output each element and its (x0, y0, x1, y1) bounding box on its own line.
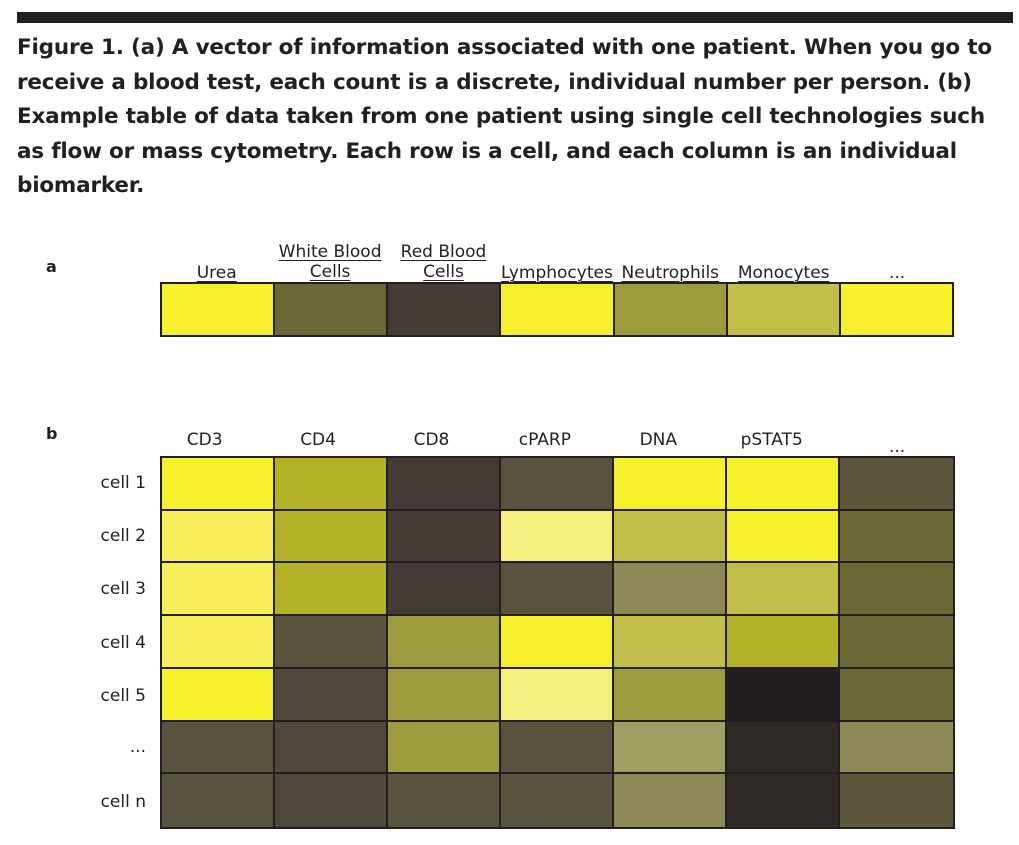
table-cell (501, 458, 614, 511)
panel-b-row-label: cell 3 (100, 579, 146, 600)
table-cell (840, 668, 953, 722)
vector-cell (614, 284, 728, 335)
panel-a-column-label: ... (888, 263, 906, 283)
table-cell (162, 774, 275, 827)
table-cell (275, 721, 388, 775)
table-cell (614, 510, 727, 564)
panel-b-row-label: cell 2 (100, 525, 146, 546)
table-cell (388, 510, 501, 564)
table-cell (727, 721, 840, 775)
patient-vector (160, 282, 954, 337)
vector-cell (840, 284, 952, 335)
table-cell (388, 458, 501, 511)
panel-b-column-label: pSTAT5 (740, 430, 803, 450)
table-cell (840, 563, 953, 617)
table-cell (388, 774, 501, 827)
panel-b-column-label: cPARP (518, 430, 571, 450)
panel-b-column-label: DNA (639, 430, 677, 450)
panel-b-column-label: CD3 (186, 430, 223, 450)
cell-biomarker-table (160, 456, 955, 829)
table-cell (614, 458, 727, 511)
panel-b-row-label: cell 1 (100, 472, 146, 493)
table-cell (727, 668, 840, 722)
table-cell (275, 668, 388, 722)
table-cell (840, 458, 953, 511)
table-cell (614, 774, 727, 827)
table-cell (501, 721, 614, 775)
vector-cell (275, 284, 389, 335)
panel-a-column-label: Neutrophils (621, 263, 720, 283)
table-cell (727, 458, 840, 511)
table-cell (275, 458, 388, 511)
top-rule (17, 12, 1013, 23)
table-cell (727, 510, 840, 564)
table-cell (501, 774, 614, 827)
table-cell (388, 616, 501, 669)
table-cell (840, 721, 953, 775)
vector-cell (727, 284, 841, 335)
table-cell (388, 721, 501, 775)
panel-b-row-label: cell 5 (100, 685, 146, 706)
panel-a-column-label: White Blood Cells (278, 242, 382, 282)
table-cell (840, 774, 953, 827)
table-cell (162, 458, 275, 511)
table-cell (727, 774, 840, 827)
table-cell (727, 563, 840, 617)
vector-cell (162, 284, 276, 335)
table-cell (501, 616, 614, 669)
table-cell (501, 668, 614, 722)
table-cell (162, 616, 275, 669)
table-cell (727, 616, 840, 669)
panel-b-row-label: cell 4 (100, 632, 146, 653)
panel-b-column-label: ... (888, 437, 906, 457)
table-cell (275, 510, 388, 564)
table-cell (162, 510, 275, 564)
table-cell (614, 721, 727, 775)
table-cell (162, 721, 275, 775)
figure-caption: Figure 1. (a) A vector of information as… (17, 35, 992, 198)
table-cell (388, 563, 501, 617)
vector-cell (501, 284, 615, 335)
vector-cell (388, 284, 502, 335)
panel-a-label: a (46, 257, 57, 276)
panel-a-column-label: Red Blood Cells (400, 242, 487, 282)
table-cell (614, 563, 727, 617)
table-cell (501, 563, 614, 617)
table-cell (840, 510, 953, 564)
panel-b-column-label: CD4 (300, 430, 336, 450)
panel-b-row-label: ... (129, 737, 146, 758)
table-cell (162, 668, 275, 722)
panel-a-column-label: Urea (196, 263, 237, 283)
table-cell (162, 563, 275, 617)
table-cell (275, 616, 388, 669)
panel-b-label: b (46, 424, 58, 443)
panel-a-column-label: Lymphocytes (500, 263, 613, 283)
table-cell (614, 616, 727, 669)
table-cell (501, 510, 614, 564)
table-cell (275, 774, 388, 827)
panel-b-column-label: CD8 (413, 430, 450, 450)
table-cell (840, 616, 953, 669)
panel-b-row-label: cell n (100, 792, 146, 813)
table-cell (388, 668, 501, 722)
table-cell (614, 668, 727, 722)
table-cell (275, 563, 388, 617)
panel-a-column-label: Monocytes (737, 263, 830, 283)
